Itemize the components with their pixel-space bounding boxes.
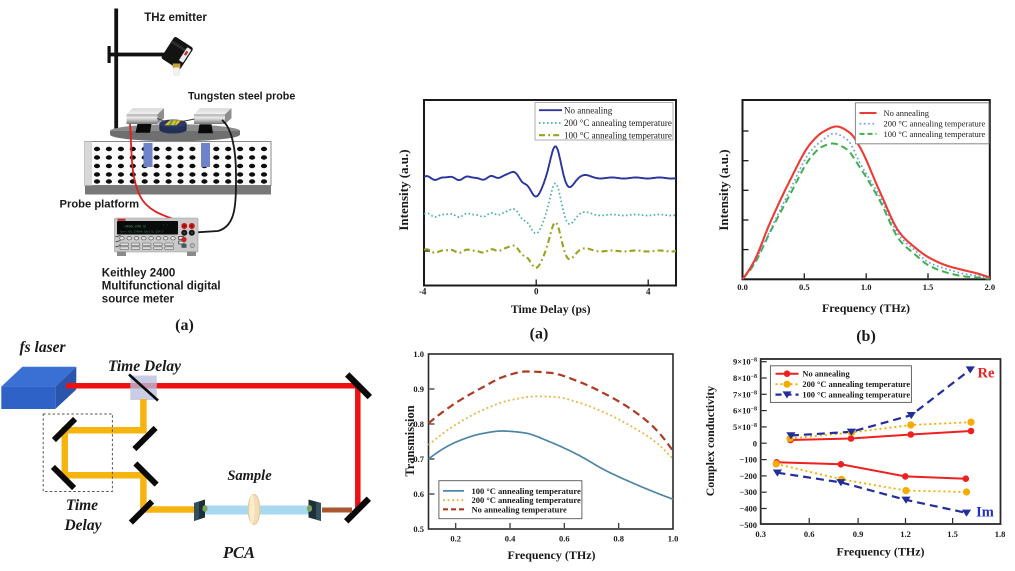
svg-text:100 °C annealing temperature: 100 °C annealing temperature <box>472 486 581 496</box>
svg-text:Time Delay (ps): Time Delay (ps) <box>511 302 591 316</box>
svg-text:1.8: 1.8 <box>995 529 1006 539</box>
svg-text:0.9: 0.9 <box>413 384 424 394</box>
svg-text:Curr:+01.2345mA Cmpl:0.1234 V: Curr:+01.2345mA Cmpl:0.1234 V <box>120 231 164 234</box>
svg-text:source meter: source meter <box>102 294 175 306</box>
svg-text:200 °C annealing temperature: 200 °C annealing temperature <box>564 118 672 128</box>
svg-text:100 °C annealing temperature: 100 °C annealing temperature <box>802 391 910 400</box>
svg-text:THz emitter: THz emitter <box>144 12 207 24</box>
svg-text:−300: −300 <box>739 487 757 497</box>
svg-text:Re: Re <box>978 366 995 382</box>
svg-text:Intensity (a.u.): Intensity (a.u.) <box>396 149 411 230</box>
svg-text:Frequency (THz): Frequency (THz) <box>507 548 595 562</box>
svg-text:1.2: 1.2 <box>900 529 911 539</box>
svg-text:2.0: 2.0 <box>984 282 995 292</box>
svg-text:200 °C annealing temperature: 200 °C annealing temperature <box>472 495 581 505</box>
svg-text:No annealing temperature: No annealing temperature <box>472 504 567 514</box>
svg-text:0: 0 <box>753 438 757 448</box>
svg-text:Frequency (THz): Frequency (THz) <box>836 545 924 559</box>
svg-text:0.6: 0.6 <box>559 534 570 544</box>
svg-text:1.5: 1.5 <box>923 282 934 292</box>
svg-text:−100: −100 <box>739 455 757 465</box>
svg-text:Time: Time <box>66 497 98 514</box>
svg-text:1.0: 1.0 <box>861 282 872 292</box>
svg-text:200 °C annealing temperature: 200 °C annealing temperature <box>884 119 986 129</box>
svg-text:0.5: 0.5 <box>413 524 424 534</box>
svg-text:(a): (a) <box>175 317 194 334</box>
svg-text:Delay: Delay <box>63 517 101 534</box>
svg-text:0.2: 0.2 <box>450 534 461 544</box>
svg-text:0.6: 0.6 <box>413 489 424 499</box>
svg-text:No annealing: No annealing <box>564 105 613 115</box>
svg-text:Sample: Sample <box>227 468 272 484</box>
svg-text:−400: −400 <box>739 503 757 513</box>
svg-text:fs laser: fs laser <box>19 339 66 356</box>
svg-text:9×10−8: 9×10−8 <box>733 357 757 367</box>
svg-text:+000.245 Ω: +000.245 Ω <box>124 226 146 230</box>
svg-text:Transmission: Transmission <box>403 405 417 476</box>
svg-text:0.3: 0.3 <box>755 529 766 539</box>
svg-text:0.4: 0.4 <box>505 534 516 544</box>
svg-text:No annealing: No annealing <box>802 370 850 379</box>
svg-text:-4: -4 <box>419 287 427 297</box>
svg-text:Keithley 2400: Keithley 2400 <box>102 268 176 280</box>
svg-text:Frequency (THz): Frequency (THz) <box>822 301 910 315</box>
svg-text:0.9: 0.9 <box>853 529 864 539</box>
svg-text:* *: * * <box>163 224 168 228</box>
svg-text:Complex conductivity: Complex conductivity <box>703 386 717 497</box>
svg-text:0: 0 <box>534 287 539 297</box>
svg-text:Tungsten steel probe: Tungsten steel probe <box>188 91 295 103</box>
svg-text:No annealing: No annealing <box>884 108 930 118</box>
svg-text:100 °C annealing temperature: 100 °C annealing temperature <box>564 130 672 140</box>
svg-text:(b): (b) <box>856 328 876 345</box>
svg-text:0.7: 0.7 <box>413 454 424 464</box>
svg-text:Multifunctional digital: Multifunctional digital <box>102 281 221 293</box>
svg-text:0.0: 0.0 <box>737 282 748 292</box>
svg-text:Probe platform: Probe platform <box>60 199 140 211</box>
svg-text:−500: −500 <box>739 520 757 530</box>
svg-text:8×10−8: 8×10−8 <box>733 373 757 383</box>
svg-text:1.0: 1.0 <box>413 349 424 359</box>
svg-text:100 °C annealing temperature: 100 °C annealing temperature <box>884 129 986 139</box>
svg-text:PCA: PCA <box>222 543 255 562</box>
svg-text:0.5: 0.5 <box>799 282 810 292</box>
svg-text:200 °C annealing temperature: 200 °C annealing temperature <box>802 380 910 389</box>
svg-text:Intensity (a.u.): Intensity (a.u.) <box>716 149 731 230</box>
svg-text:−200: −200 <box>739 471 757 481</box>
svg-text:(a): (a) <box>530 326 549 343</box>
svg-text:7×10−8: 7×10−8 <box>733 389 757 399</box>
svg-text:Im: Im <box>976 505 994 521</box>
svg-text:6×10−8: 6×10−8 <box>733 406 757 416</box>
svg-text:1.5: 1.5 <box>947 529 958 539</box>
svg-text:5×10−8: 5×10−8 <box>733 422 757 432</box>
svg-text:0.8: 0.8 <box>413 419 424 429</box>
svg-text:1.0: 1.0 <box>668 534 679 544</box>
svg-text:0.6: 0.6 <box>804 529 815 539</box>
svg-text:Time Delay: Time Delay <box>108 358 181 375</box>
svg-text:4: 4 <box>646 287 651 297</box>
svg-text:0.8: 0.8 <box>613 534 624 544</box>
